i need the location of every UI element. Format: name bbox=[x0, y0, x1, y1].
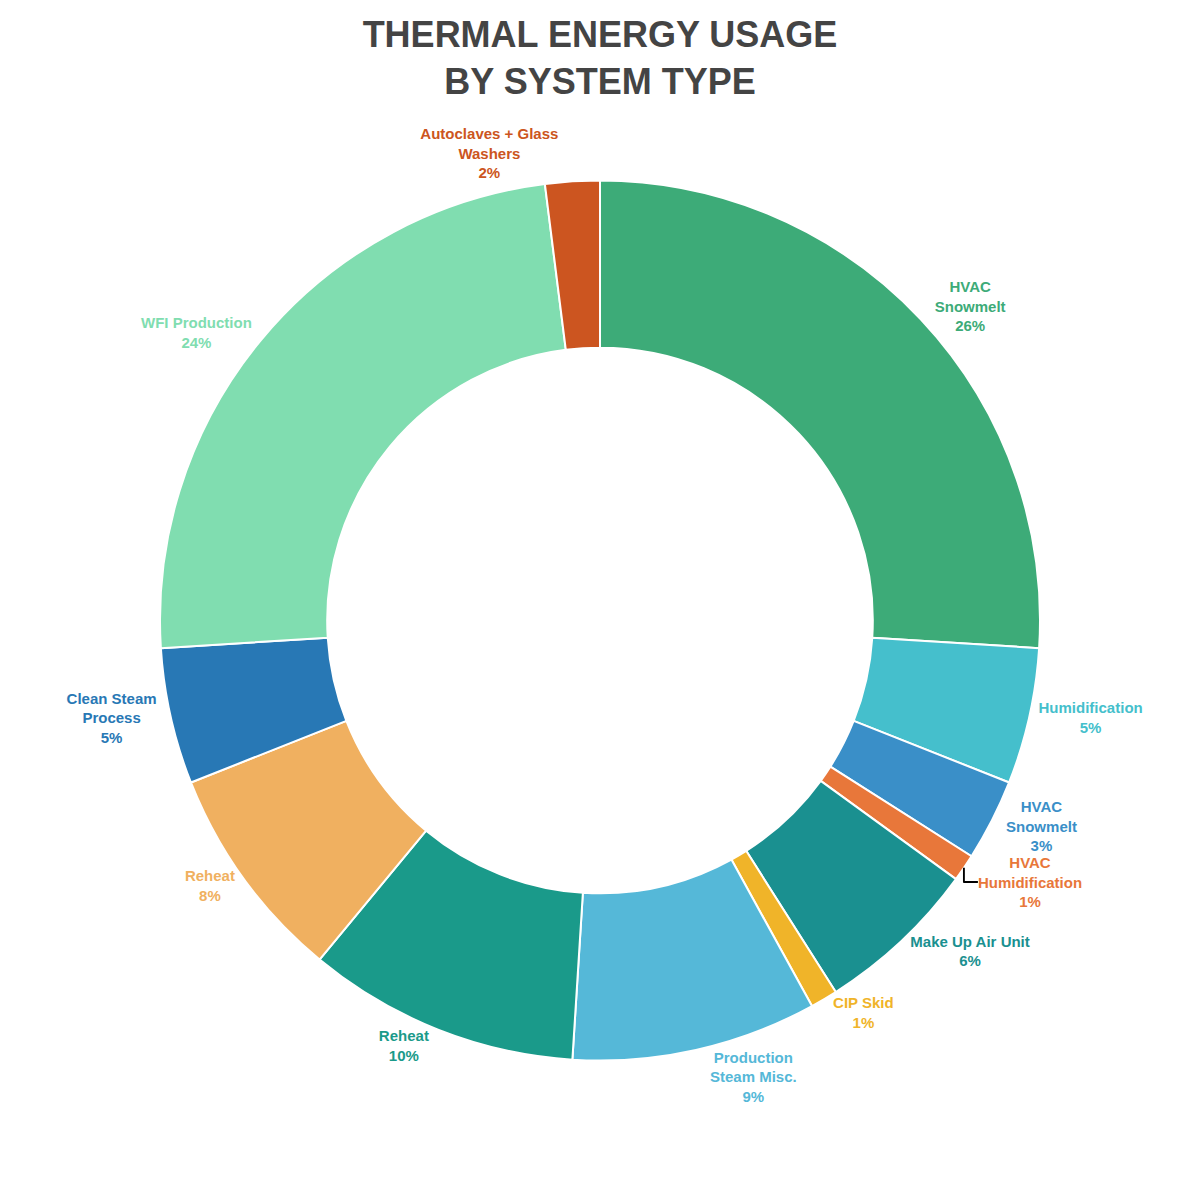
svg-text:HVACSnowmelt26%: HVACSnowmelt26% bbox=[935, 278, 1006, 334]
svg-text:THERMAL ENERGY USAGEBY SYSTEM: THERMAL ENERGY USAGEBY SYSTEM TYPE bbox=[363, 14, 838, 102]
svg-text:Reheat10%: Reheat10% bbox=[379, 1027, 429, 1064]
svg-text:WFI Production24%: WFI Production24% bbox=[141, 314, 252, 351]
svg-text:Make Up Air Unit6%: Make Up Air Unit6% bbox=[910, 933, 1029, 970]
svg-text:ProductionSteam Misc.9%: ProductionSteam Misc.9% bbox=[710, 1049, 797, 1105]
svg-text:Reheat8%: Reheat8% bbox=[185, 867, 235, 904]
svg-text:Autoclaves + GlassWashers2%: Autoclaves + GlassWashers2% bbox=[420, 125, 558, 181]
svg-text:HVACHumidification1%: HVACHumidification1% bbox=[978, 854, 1082, 910]
svg-text:Clean SteamProcess5%: Clean SteamProcess5% bbox=[67, 690, 157, 746]
svg-text:HVACSnowmelt3%: HVACSnowmelt3% bbox=[1006, 798, 1077, 854]
svg-text:Humidification5%: Humidification5% bbox=[1039, 699, 1143, 736]
svg-text:CIP Skid1%: CIP Skid1% bbox=[833, 994, 894, 1031]
